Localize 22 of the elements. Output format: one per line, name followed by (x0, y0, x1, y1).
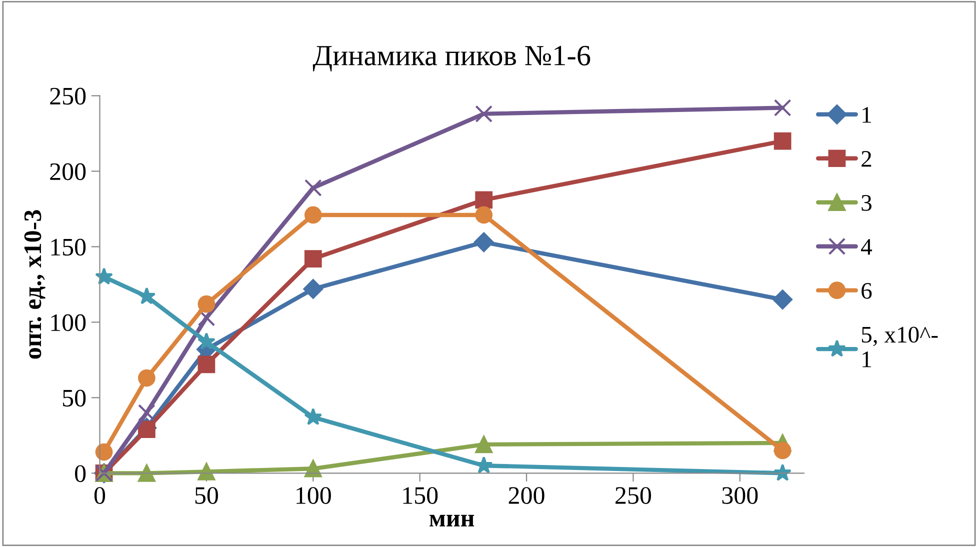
y-tick-label: 150 (51, 238, 86, 256)
legend-label: 4 (861, 239, 872, 255)
y-tick-label: 50 (63, 390, 86, 407)
x-tick-label: 150 (403, 487, 438, 504)
x-tick-label: 250 (616, 487, 652, 504)
y-tick-label: 0 (75, 465, 86, 482)
legend-label: 6 (862, 282, 872, 299)
legend-label: 5, x10^- 1 (862, 326, 938, 368)
y-tick-label: 100 (51, 314, 86, 332)
legend-label: 1 (862, 107, 871, 123)
x-tick-label: 300 (722, 487, 758, 504)
y-tick-label: 250 (50, 88, 86, 105)
x-tick-label: 100 (296, 487, 331, 504)
chart-title: Динамика пиков №1-6 (312, 46, 590, 72)
legend-label: 2 (862, 151, 872, 167)
x-tick-label: 50 (195, 487, 218, 504)
legend-label: 3 (862, 194, 872, 211)
x-axis-title: мин (430, 514, 474, 526)
x-tick-label: 200 (508, 487, 544, 504)
y-tick-label: 200 (50, 163, 86, 180)
y-axis-title: опт. ед., x10-3 (24, 210, 46, 359)
x-tick-label: 0 (94, 487, 106, 504)
